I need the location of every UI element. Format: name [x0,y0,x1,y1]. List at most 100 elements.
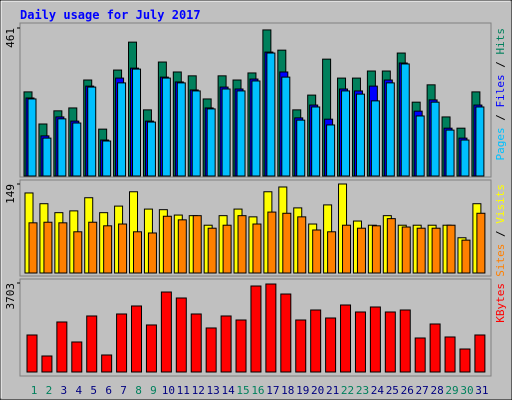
bar [415,115,425,177]
bar [160,291,172,373]
bar [176,82,186,177]
x-tick-label: 3 [61,384,68,397]
x-tick-label: 18 [281,384,294,397]
bar [220,315,232,373]
bar [460,139,470,177]
bar [250,285,262,373]
x-tick-label: 5 [90,384,97,397]
x-tick-label: 2 [46,384,53,397]
bar [386,218,396,274]
bar [237,215,247,274]
bar [86,315,98,373]
x-tick-label: 25 [386,384,399,397]
bar [476,212,486,274]
y-tick-label: 461 [4,28,17,48]
bar [401,226,411,274]
bar [430,101,440,177]
bar [385,82,395,177]
x-tick-label: 24 [371,384,385,397]
bar [326,124,336,177]
bar [297,216,307,274]
x-tick-label: 8 [135,384,142,397]
bar [340,304,352,373]
bar [191,90,201,177]
x-tick-label: 27 [416,384,429,397]
bar [370,100,380,177]
bar [369,306,381,373]
bar [475,106,485,177]
x-tick-label: 9 [150,384,157,397]
legend: Sites / Visits [494,184,507,277]
bar [341,90,351,177]
bar [131,305,143,373]
x-tick-label: 11 [177,384,190,397]
bar [252,223,262,274]
bar [103,225,113,274]
x-tick-label: 15 [236,384,249,397]
bar [133,231,143,274]
x-tick-label: 30 [460,384,473,397]
bar [58,222,68,274]
legend-entry: KBytes [494,283,507,323]
bar [429,323,441,373]
bar [414,337,426,373]
bar [431,227,441,274]
bar [354,311,366,373]
bar [446,224,456,274]
bar [311,106,321,177]
bar [71,341,83,373]
bar [355,93,365,177]
bar [28,222,38,274]
bar [312,229,322,274]
legend-entry: Files [494,74,507,107]
bar [461,239,471,274]
bar [445,129,455,177]
x-tick-label: 6 [105,384,112,397]
legend-separator: / [494,55,507,75]
bar [444,336,456,373]
bar [342,224,352,274]
bar [116,313,128,373]
y-tick-label: 149 [4,184,17,204]
bar [266,52,276,177]
x-tick-label: 28 [430,384,443,397]
bar [295,319,307,373]
x-tick-label: 23 [356,384,369,397]
bar [280,293,292,373]
bar [147,232,157,274]
bar [162,215,172,274]
bar [384,311,396,373]
bar [356,227,366,274]
bar [399,309,411,373]
bar [117,82,127,177]
bar [72,122,82,177]
legend-separator: / [494,108,507,128]
bar [102,140,112,177]
bar [42,137,52,177]
bar [296,119,306,177]
x-tick-label: 12 [192,384,205,397]
bar [281,76,291,177]
x-tick-label: 19 [296,384,309,397]
x-tick-label: 16 [251,384,264,397]
legend-entry: Hits [494,28,507,55]
bar [27,98,37,177]
bar [416,227,426,274]
bar [221,88,231,177]
chart-title: Daily usage for July 2017 [20,8,201,22]
bar [190,313,202,373]
bar [177,219,187,274]
x-tick-label: 4 [75,384,82,397]
x-tick-label: 31 [475,384,488,397]
bar [207,227,217,274]
x-tick-label: 21 [326,384,339,397]
x-tick-label: 22 [341,384,354,397]
x-tick-label: 17 [266,384,279,397]
bar [56,321,68,373]
bar [251,80,261,177]
bar [101,354,113,373]
legend-separator: / [494,224,507,244]
legend: KBytes [494,283,507,323]
bar [205,327,217,373]
